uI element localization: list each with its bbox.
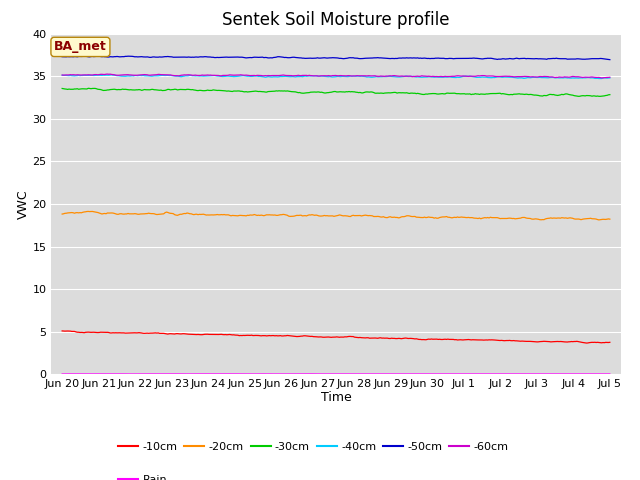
-60cm — [58, 72, 66, 78]
Line: -10cm: -10cm — [62, 331, 610, 343]
-50cm — [455, 56, 463, 61]
-10cm — [124, 330, 132, 336]
-50cm — [238, 54, 246, 60]
Text: BA_met: BA_met — [54, 40, 107, 53]
-20cm — [84, 208, 92, 214]
-10cm — [582, 340, 590, 346]
-30cm — [276, 88, 284, 94]
Rain — [456, 371, 464, 377]
-20cm — [238, 213, 246, 218]
-10cm — [454, 337, 461, 343]
-40cm — [596, 76, 604, 82]
-40cm — [404, 73, 412, 79]
-10cm — [275, 333, 283, 339]
Line: -40cm: -40cm — [62, 75, 610, 79]
-20cm — [455, 215, 463, 220]
-60cm — [404, 73, 412, 79]
Rain — [586, 371, 593, 377]
-30cm — [606, 92, 614, 97]
-50cm — [606, 57, 614, 62]
-10cm — [237, 333, 244, 338]
-30cm — [84, 85, 92, 91]
Line: -50cm: -50cm — [62, 56, 610, 60]
-40cm — [238, 73, 246, 79]
-20cm — [125, 211, 133, 217]
-50cm — [404, 55, 412, 61]
-60cm — [598, 75, 605, 81]
-40cm — [125, 73, 133, 79]
-60cm — [455, 73, 463, 79]
-30cm — [125, 87, 133, 93]
-30cm — [458, 91, 465, 96]
-20cm — [595, 217, 603, 223]
-50cm — [58, 54, 66, 60]
-10cm — [456, 337, 464, 343]
Rain — [403, 371, 410, 377]
-40cm — [606, 75, 614, 81]
-40cm — [276, 73, 284, 79]
-10cm — [606, 339, 614, 345]
-30cm — [58, 85, 66, 91]
-10cm — [58, 328, 66, 334]
-60cm — [125, 72, 133, 78]
-20cm — [404, 213, 412, 218]
-50cm — [458, 56, 465, 61]
-40cm — [108, 72, 115, 78]
Rain — [58, 371, 66, 377]
Rain — [237, 371, 244, 377]
-60cm — [104, 71, 111, 77]
Rain — [124, 371, 132, 377]
-20cm — [458, 214, 465, 220]
Rain — [275, 371, 283, 377]
Rain — [606, 371, 614, 377]
-30cm — [404, 90, 412, 96]
Line: -20cm: -20cm — [62, 211, 610, 220]
-40cm — [455, 74, 463, 80]
Rain — [454, 371, 461, 377]
Title: Sentek Soil Moisture profile: Sentek Soil Moisture profile — [222, 11, 450, 29]
Line: -30cm: -30cm — [62, 88, 610, 96]
-60cm — [238, 72, 246, 78]
Line: -60cm: -60cm — [62, 74, 610, 78]
Y-axis label: VWC: VWC — [17, 189, 29, 219]
-50cm — [95, 53, 103, 59]
-30cm — [596, 94, 604, 99]
Legend: Rain: Rain — [114, 470, 172, 480]
-20cm — [606, 216, 614, 222]
-20cm — [58, 211, 66, 217]
-40cm — [58, 72, 66, 78]
-60cm — [458, 73, 465, 79]
-30cm — [238, 88, 246, 94]
-40cm — [458, 74, 465, 80]
-50cm — [125, 53, 133, 59]
-60cm — [276, 72, 284, 78]
-30cm — [455, 91, 463, 96]
-50cm — [276, 54, 284, 60]
X-axis label: Time: Time — [321, 391, 351, 404]
-20cm — [276, 212, 284, 217]
-10cm — [403, 336, 410, 341]
Rain — [473, 371, 481, 377]
-60cm — [606, 74, 614, 80]
